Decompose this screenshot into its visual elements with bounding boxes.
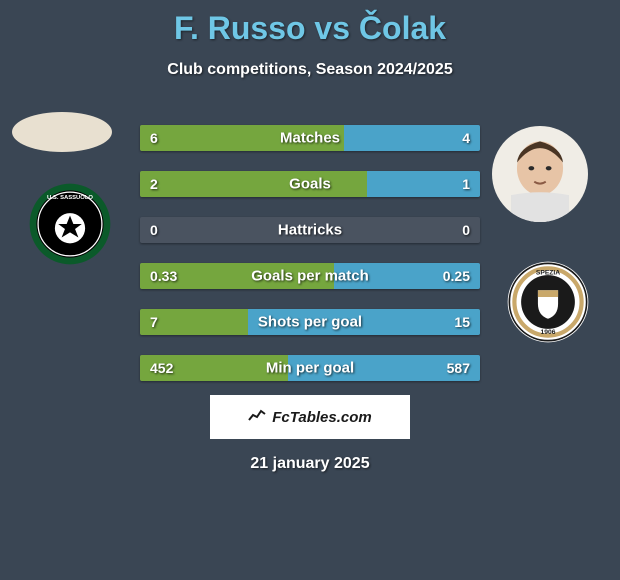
stat-label: Goals [289,176,331,193]
stat-value-left: 2 [150,176,158,192]
stat-value-right: 587 [447,360,470,376]
stat-value-right: 15 [454,314,470,330]
page-title: F. Russo vs Čolak [0,0,620,47]
stat-row: 452 587 Min per goal [140,355,480,381]
stat-row: 7 15 Shots per goal [140,309,480,335]
stat-label: Shots per goal [258,314,362,331]
footer-brand-badge: FcTables.com [210,395,410,439]
stat-value-left: 452 [150,360,173,376]
player1-name: F. Russo [174,10,306,46]
stats-chart: 6 4 Matches 2 1 Goals 0 0 Hattricks 0.33 0.25 Goals… [140,125,480,401]
chart-icon [248,408,266,427]
player2-avatar [492,126,588,222]
stat-row: 2 1 Goals [140,171,480,197]
svg-text:1906: 1906 [541,329,556,336]
stat-row: 0 0 Hattricks [140,217,480,243]
stat-value-right: 4 [462,130,470,146]
stat-label: Goals per match [251,268,369,285]
stat-label: Min per goal [266,360,354,377]
bar-right [344,125,480,151]
svg-text:U.S. SASSUOLO: U.S. SASSUOLO [47,195,93,201]
stat-row: 0.33 0.25 Goals per match [140,263,480,289]
club-badge-right: SPEZIA 1906 [506,260,590,344]
player2-name: Čolak [359,10,446,46]
stat-value-left: 6 [150,130,158,146]
stat-value-left: 0 [150,222,158,238]
brand-text: FcTables.com [272,409,371,426]
stat-value-left: 7 [150,314,158,330]
stat-value-right: 0 [462,222,470,238]
stat-value-right: 1 [462,176,470,192]
date-text: 21 january 2025 [250,455,369,473]
svg-text:SPEZIA: SPEZIA [536,269,560,276]
vs-text: vs [306,10,359,46]
bar-left [140,171,367,197]
stat-label: Hattricks [278,222,342,239]
player1-avatar [12,112,112,152]
stat-label: Matches [280,130,340,147]
club-badge-left: U.S. SASSUOLO [28,182,112,266]
subtitle: Club competitions, Season 2024/2025 [0,61,620,79]
stat-row: 6 4 Matches [140,125,480,151]
stat-value-right: 0.25 [443,268,470,284]
stat-value-left: 0.33 [150,268,177,284]
